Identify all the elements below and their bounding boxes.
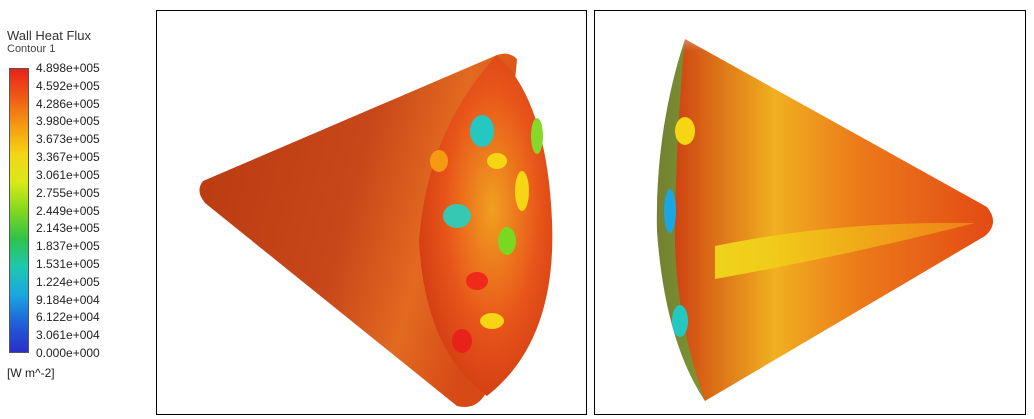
legend-tick-label: 4.898e+005 <box>36 61 100 75</box>
legend-tick-label: 6.122e+004 <box>36 310 100 325</box>
cone-view-right <box>594 10 1026 415</box>
cone-render-right <box>656 39 994 401</box>
legend-tick-label: 2.449e+005 <box>36 203 100 218</box>
legend-tick-label: 1.224e+005 <box>36 274 100 289</box>
legend-tick-label: 3.367e+005 <box>36 150 100 165</box>
flux-band <box>715 222 975 279</box>
legend-tick-label: 4.286e+005 <box>36 96 100 111</box>
legend-tick-label: 3.980e+005 <box>36 114 100 129</box>
hotspot-pattern-left <box>430 115 543 353</box>
legend-tick-label: 1.531e+005 <box>36 256 100 271</box>
legend-tick-label: 0.000e+000 <box>36 346 100 360</box>
legend-tick-label: 2.143e+005 <box>36 221 100 236</box>
legend-tick-label: 3.061e+004 <box>36 328 100 343</box>
legend-subtitle: Contour 1 <box>7 43 56 55</box>
cone-view-left <box>156 10 587 415</box>
cone-render-left <box>199 53 553 408</box>
color-scale-bar <box>9 68 29 353</box>
legend-title: Wall Heat Flux <box>7 28 92 43</box>
legend-tick-label: 1.837e+005 <box>36 239 100 254</box>
legend-tick-label: 4.592e+005 <box>36 78 100 93</box>
legend-tick-label: 3.061e+005 <box>36 167 100 182</box>
legend-tick-label: 3.673e+005 <box>36 132 100 147</box>
legend-tick-label: 9.184e+004 <box>36 292 100 307</box>
legend-tick-labels: 4.898e+005 4.592e+005 4.286e+005 3.980e+005… <box>36 62 146 359</box>
colormap-legend: Wall Heat Flux Contour 1 4.898e+005 4.592… <box>7 28 147 408</box>
legend-tick-label: 2.755e+005 <box>36 185 100 200</box>
legend-unit: [W m^-2] <box>7 366 55 380</box>
